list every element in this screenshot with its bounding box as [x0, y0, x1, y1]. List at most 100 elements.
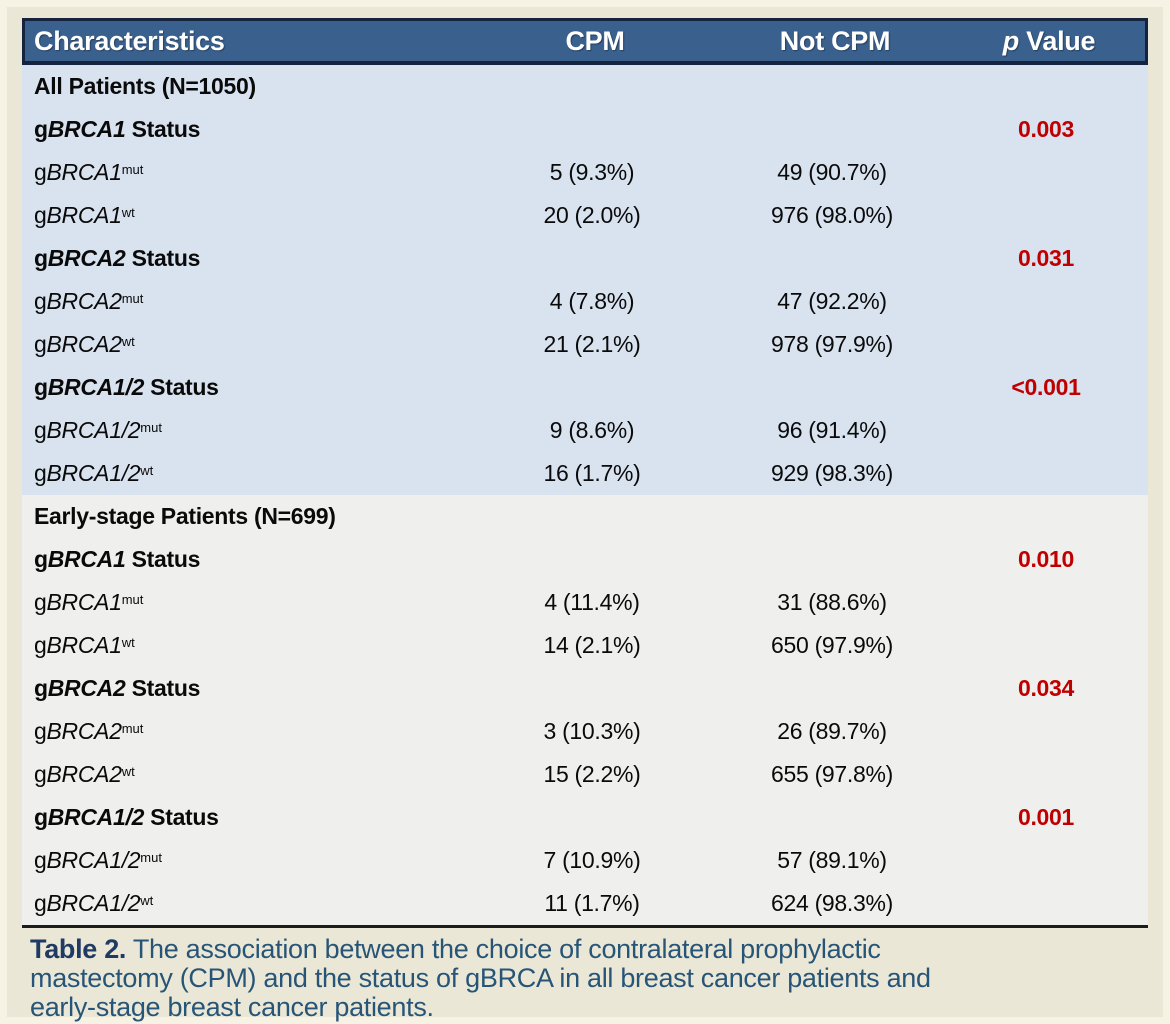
characteristic-cell: gBRCA1/2mut — [22, 417, 467, 444]
section-all-patients: All Patients (N=1050) gBRCA1 Status 0.003 g… — [22, 65, 1148, 495]
characteristic-cell: gBRCA1wt — [22, 202, 467, 229]
header-p-italic: p — [1002, 25, 1020, 56]
table-row: gBRCA1wt 20 (2.0%) 976 (98.0%) — [22, 194, 1148, 237]
cpm-cell: 21 (2.1%) — [543, 331, 641, 357]
superscript: mut — [121, 720, 144, 736]
superscript: mut — [121, 161, 144, 177]
caption-label: Table 2. — [30, 934, 127, 964]
cpm-cell: 9 (8.6%) — [549, 417, 635, 443]
p-value: 0.001 — [1017, 804, 1075, 830]
gene-label: gBRCA2mut — [34, 718, 144, 744]
table-row: gBRCA1mut 4 (11.4%) 31 (88.6%) — [22, 581, 1148, 624]
p-value-cell: 0.031 — [947, 245, 1145, 272]
table-row: gBRCA2 Status 0.031 — [22, 237, 1148, 280]
characteristic-cell: gBRCA1/2 Status — [22, 804, 467, 831]
cpm-cell: 15 (2.2%) — [543, 761, 641, 787]
gene-label: gBRCA1mut — [34, 159, 144, 185]
p-value: 0.031 — [1017, 245, 1075, 271]
gene-label: gBRCA1 Status — [34, 116, 201, 142]
characteristic-cell: gBRCA1/2wt — [22, 890, 467, 917]
caption-line-2: mastectomy (CPM) and the status of gBRCA… — [30, 963, 931, 993]
caption-line-1-text: The association between the choice of co… — [132, 934, 881, 964]
characteristic-cell: gBRCA2wt — [22, 331, 467, 358]
p-value-cell: 0.001 — [947, 804, 1145, 831]
superscript: wt — [121, 204, 135, 220]
table-row: gBRCA2wt 15 (2.2%) 655 (97.8%) — [22, 753, 1148, 796]
table-row: Early-stage Patients (N=699) — [22, 495, 1148, 538]
not-cpm-cell: 57 (89.1%) — [777, 847, 887, 873]
characteristic-cell: gBRCA2wt — [22, 761, 467, 788]
header-p-rest: Value — [1018, 25, 1096, 56]
superscript: mut — [121, 591, 144, 607]
gene-label: gBRCA1/2 Status — [34, 804, 219, 830]
superscript: mut — [140, 849, 162, 865]
gene-label: gBRCA1wt — [34, 202, 135, 228]
not-cpm-cell: 976 (98.0%) — [771, 202, 893, 228]
characteristic-cell: gBRCA2mut — [22, 288, 467, 315]
table-row: gBRCA1/2 Status 0.001 — [22, 796, 1148, 839]
header-p-value: p Value — [950, 26, 1148, 57]
table-row: gBRCA2 Status 0.034 — [22, 667, 1148, 710]
characteristic-cell: All Patients (N=1050) — [22, 73, 467, 100]
table-body: All Patients (N=1050) gBRCA1 Status 0.003 g… — [22, 65, 1148, 925]
gene-label: gBRCA1 Status — [34, 546, 201, 572]
cpm-cell: 5 (9.3%) — [549, 159, 635, 185]
p-value: 0.034 — [1017, 675, 1075, 701]
cpm-cell: 16 (1.7%) — [543, 460, 641, 486]
characteristic-cell: gBRCA2mut — [22, 718, 467, 745]
table-row: gBRCA2wt 21 (2.1%) 978 (97.9%) — [22, 323, 1148, 366]
gene-label: gBRCA1/2mut — [34, 847, 162, 873]
p-value: 0.010 — [1017, 546, 1075, 572]
superscript: mut — [121, 290, 144, 306]
not-cpm-cell: 26 (89.7%) — [777, 718, 887, 744]
table-row: gBRCA1/2mut 7 (10.9%) 57 (89.1%) — [22, 839, 1148, 882]
caption-divider-line — [22, 925, 1148, 928]
gene-label: gBRCA1wt — [34, 632, 135, 658]
gene-label: gBRCA1/2mut — [34, 417, 162, 443]
cpm-cell: 3 (10.3%) — [543, 718, 641, 744]
table-row: All Patients (N=1050) — [22, 65, 1148, 108]
table-row: gBRCA1wt 14 (2.1%) 650 (97.9%) — [22, 624, 1148, 667]
not-cpm-cell: 31 (88.6%) — [777, 589, 887, 615]
not-cpm-cell: 650 (97.9%) — [771, 632, 893, 658]
gene-label: gBRCA2wt — [34, 761, 135, 787]
superscript: wt — [140, 892, 154, 908]
not-cpm-cell: 47 (92.2%) — [777, 288, 887, 314]
superscript: wt — [140, 462, 154, 478]
table-row: gBRCA1/2wt 11 (1.7%) 624 (98.3%) — [22, 882, 1148, 925]
not-cpm-cell: 624 (98.3%) — [771, 890, 893, 916]
gene-label: gBRCA1/2 Status — [34, 374, 219, 400]
p-value-cell: <0.001 — [947, 374, 1145, 401]
gene-label: gBRCA1/2wt — [34, 890, 154, 916]
gene-label: gBRCA1/2wt — [34, 460, 154, 486]
superscript: wt — [121, 634, 135, 650]
table-row: gBRCA1/2wt 16 (1.7%) 929 (98.3%) — [22, 452, 1148, 495]
section-title-label: All Patients (N=1050) — [34, 73, 256, 99]
not-cpm-cell: 655 (97.8%) — [771, 761, 893, 787]
caption-line-1: Table 2. The association between the cho… — [30, 935, 1130, 964]
characteristic-cell: gBRCA1wt — [22, 632, 467, 659]
characteristic-cell: gBRCA1 Status — [22, 546, 467, 573]
characteristic-cell: Early-stage Patients (N=699) — [22, 503, 467, 530]
caption-line-3: early-stage breast cancer patients. — [30, 992, 434, 1022]
table-row: gBRCA1/2mut 9 (8.6%) 96 (91.4%) — [22, 409, 1148, 452]
header-cpm: CPM — [565, 25, 625, 56]
data-table: Characteristics CPM Not CPM p Value All … — [22, 18, 1148, 925]
cpm-cell: 20 (2.0%) — [543, 202, 641, 228]
table-caption: Table 2. The association between the cho… — [30, 935, 1130, 1022]
characteristic-cell: gBRCA1mut — [22, 589, 467, 616]
table-row: gBRCA1mut 5 (9.3%) 49 (90.7%) — [22, 151, 1148, 194]
characteristic-cell: gBRCA1 Status — [22, 116, 467, 143]
not-cpm-cell: 978 (97.9%) — [771, 331, 893, 357]
cpm-cell: 4 (11.4%) — [544, 589, 640, 615]
gene-label: gBRCA2 Status — [34, 245, 201, 271]
superscript: mut — [140, 419, 162, 435]
cpm-cell: 7 (10.9%) — [543, 847, 641, 873]
section-early-stage-patients: Early-stage Patients (N=699) gBRCA1 Statu… — [22, 495, 1148, 925]
p-value-cell: 0.034 — [947, 675, 1145, 702]
cpm-cell: 11 (1.7%) — [544, 890, 640, 916]
superscript: wt — [121, 763, 135, 779]
gene-label: gBRCA2wt — [34, 331, 135, 357]
characteristic-cell: gBRCA1/2mut — [22, 847, 467, 874]
